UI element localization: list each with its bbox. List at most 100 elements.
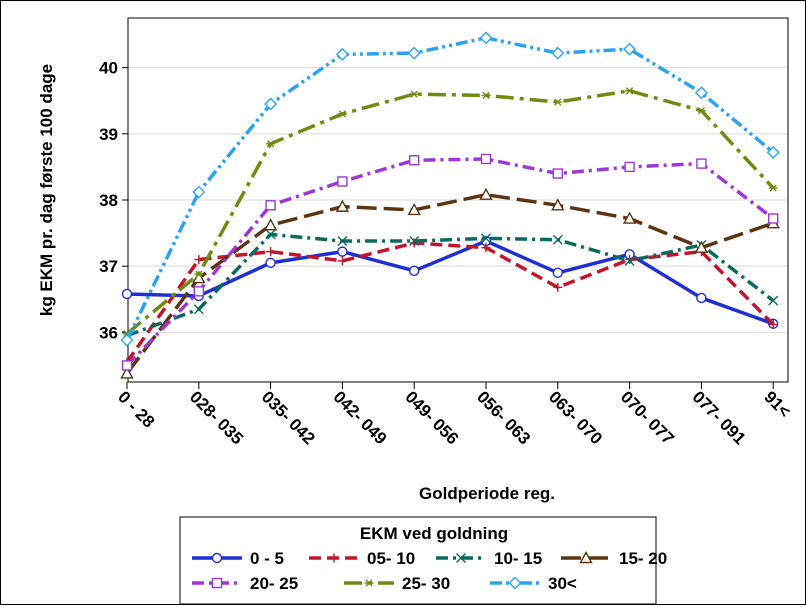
data-point	[480, 153, 492, 165]
data-point	[623, 42, 637, 56]
data-point	[479, 187, 493, 200]
legend-title: EKM ved goldning	[360, 524, 508, 543]
series-line	[125, 157, 775, 367]
data-point	[266, 140, 276, 148]
data-point	[768, 184, 778, 192]
data-point	[211, 552, 223, 564]
data-point	[364, 579, 374, 587]
data-point	[552, 168, 563, 179]
data-point	[193, 304, 204, 315]
data-point	[337, 110, 347, 118]
series-line	[125, 241, 775, 364]
legend-label: 25- 30	[402, 574, 450, 593]
data-point	[553, 282, 563, 292]
data-point	[409, 265, 420, 277]
data-point	[551, 198, 565, 211]
data-point	[266, 247, 276, 257]
legend-item: 15- 20	[561, 549, 667, 568]
y-tick-label: 36	[99, 323, 118, 342]
data-point	[409, 155, 420, 166]
data-point	[337, 236, 348, 247]
data-point	[265, 229, 276, 240]
data-point	[337, 176, 348, 187]
data-point	[337, 256, 347, 266]
data-point	[120, 366, 134, 379]
legend-label: 30<	[548, 574, 577, 593]
data-point	[121, 360, 133, 371]
data-point	[552, 234, 563, 245]
data-point	[696, 107, 706, 115]
data-point	[193, 286, 205, 297]
data-point	[579, 551, 593, 564]
legend-label: 15- 20	[619, 549, 667, 568]
y-tick-label: 37	[99, 257, 118, 276]
legend-item: 0 - 5	[192, 549, 284, 568]
data-point	[553, 98, 563, 106]
series-3	[120, 187, 780, 379]
data-point	[768, 319, 778, 329]
legend-label: 10- 15	[494, 549, 542, 568]
data-point	[194, 255, 204, 265]
data-point	[551, 46, 565, 60]
legend-label: 0 - 5	[250, 549, 284, 568]
legend-item: 10- 15	[436, 549, 542, 568]
data-point	[481, 233, 491, 244]
legend: EKM ved goldning 0 - 5 05- 10 10- 15 15- 20…	[179, 516, 667, 605]
legend-item: 25- 30	[344, 574, 450, 593]
data-point	[766, 145, 780, 159]
data-point	[192, 185, 206, 199]
data-point	[694, 240, 709, 253]
legend-item: 20- 25	[192, 574, 298, 593]
y-axis-title: kg EKM pr. dag første 100 dage	[37, 64, 56, 316]
data-point	[211, 577, 223, 589]
data-point	[479, 31, 493, 45]
series-line	[125, 36, 775, 342]
data-point	[768, 295, 779, 306]
series-5	[122, 87, 778, 338]
data-point	[481, 243, 491, 253]
y-tick-label: 39	[99, 125, 118, 144]
legend-label: 20- 25	[250, 574, 298, 593]
data-point	[263, 218, 278, 231]
data-point	[624, 255, 635, 266]
data-point	[409, 90, 419, 98]
data-point	[552, 267, 563, 278]
data-point	[264, 97, 278, 111]
data-point	[407, 202, 421, 216]
data-point	[696, 158, 707, 169]
data-point	[696, 292, 707, 304]
data-point	[625, 87, 635, 95]
series-line	[126, 232, 775, 338]
data-point	[481, 91, 491, 100]
data-point	[694, 86, 708, 100]
data-point	[329, 553, 339, 563]
data-point	[121, 288, 133, 300]
data-point	[337, 246, 348, 257]
data-point	[409, 238, 419, 248]
series-0	[121, 235, 779, 329]
y-tick-label: 38	[99, 191, 118, 210]
data-point	[508, 576, 522, 590]
series-6	[120, 31, 780, 347]
series-4	[121, 153, 779, 371]
series-line	[126, 239, 774, 326]
legend-item: 30<	[490, 574, 577, 593]
data-point	[622, 211, 637, 224]
series-line	[125, 89, 775, 336]
x-axis-title: Goldperiode reg.	[419, 484, 555, 503]
data-point	[335, 47, 349, 61]
data-point	[265, 257, 276, 269]
data-point	[194, 270, 204, 278]
data-point	[768, 213, 779, 224]
data-point	[409, 236, 420, 247]
data-point	[265, 200, 276, 211]
data-point	[335, 199, 350, 212]
data-point	[407, 46, 421, 60]
legend-item: 05- 10	[309, 549, 415, 568]
data-point	[120, 333, 134, 347]
legend-frame	[179, 516, 657, 605]
data-point	[456, 553, 466, 563]
